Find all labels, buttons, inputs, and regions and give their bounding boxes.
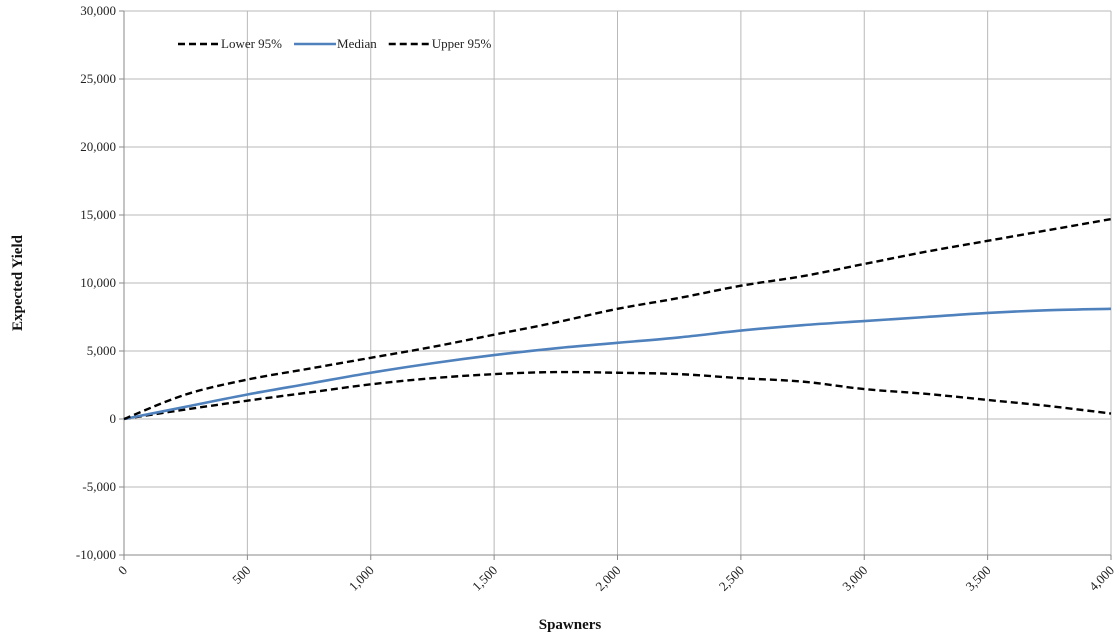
series-line-median <box>123 307 1112 421</box>
x-tick-label: 0 <box>115 563 130 578</box>
series-lines <box>123 217 1112 421</box>
y-tick-label: 10,000 <box>80 275 116 290</box>
y-axis-title: Expected Yield <box>10 234 26 331</box>
x-tick-label: 4,000 <box>1086 563 1117 594</box>
y-tick-label: 0 <box>110 411 117 426</box>
x-tick-label: 2,000 <box>592 563 623 594</box>
y-tick-label: 20,000 <box>80 139 116 154</box>
legend-label-upper-95: Upper 95% <box>432 36 492 51</box>
series-line-lower-95 <box>123 370 1112 421</box>
tick-labels: -10,000 -5,000 0 5,000 10,000 15,000 20,000 25,… <box>76 3 1117 594</box>
x-tick-label: 2,500 <box>716 563 747 594</box>
y-tick-label: -10,000 <box>76 547 116 562</box>
x-tick-label: 500 <box>229 563 253 587</box>
legend-label-lower-95: Lower 95% <box>221 36 282 51</box>
x-axis-title: Spawners <box>539 617 602 633</box>
legend-label-median: Median <box>337 36 377 51</box>
x-tick-label: 1,000 <box>346 563 377 594</box>
y-tick-label: 25,000 <box>80 71 116 86</box>
x-tick-label: 1,500 <box>469 563 500 594</box>
y-tick-label: -5,000 <box>82 479 116 494</box>
axes <box>119 10 1112 560</box>
grid-lines <box>123 10 1112 556</box>
y-tick-label: 30,000 <box>80 3 116 18</box>
y-tick-label: 15,000 <box>80 207 116 222</box>
x-tick-label: 3,000 <box>839 563 870 594</box>
legend: Lower 95% Median Upper 95% <box>178 36 491 51</box>
y-tick-label: 5,000 <box>87 343 116 358</box>
series-line-upper-95 <box>123 217 1112 421</box>
x-tick-label: 3,500 <box>962 563 993 594</box>
